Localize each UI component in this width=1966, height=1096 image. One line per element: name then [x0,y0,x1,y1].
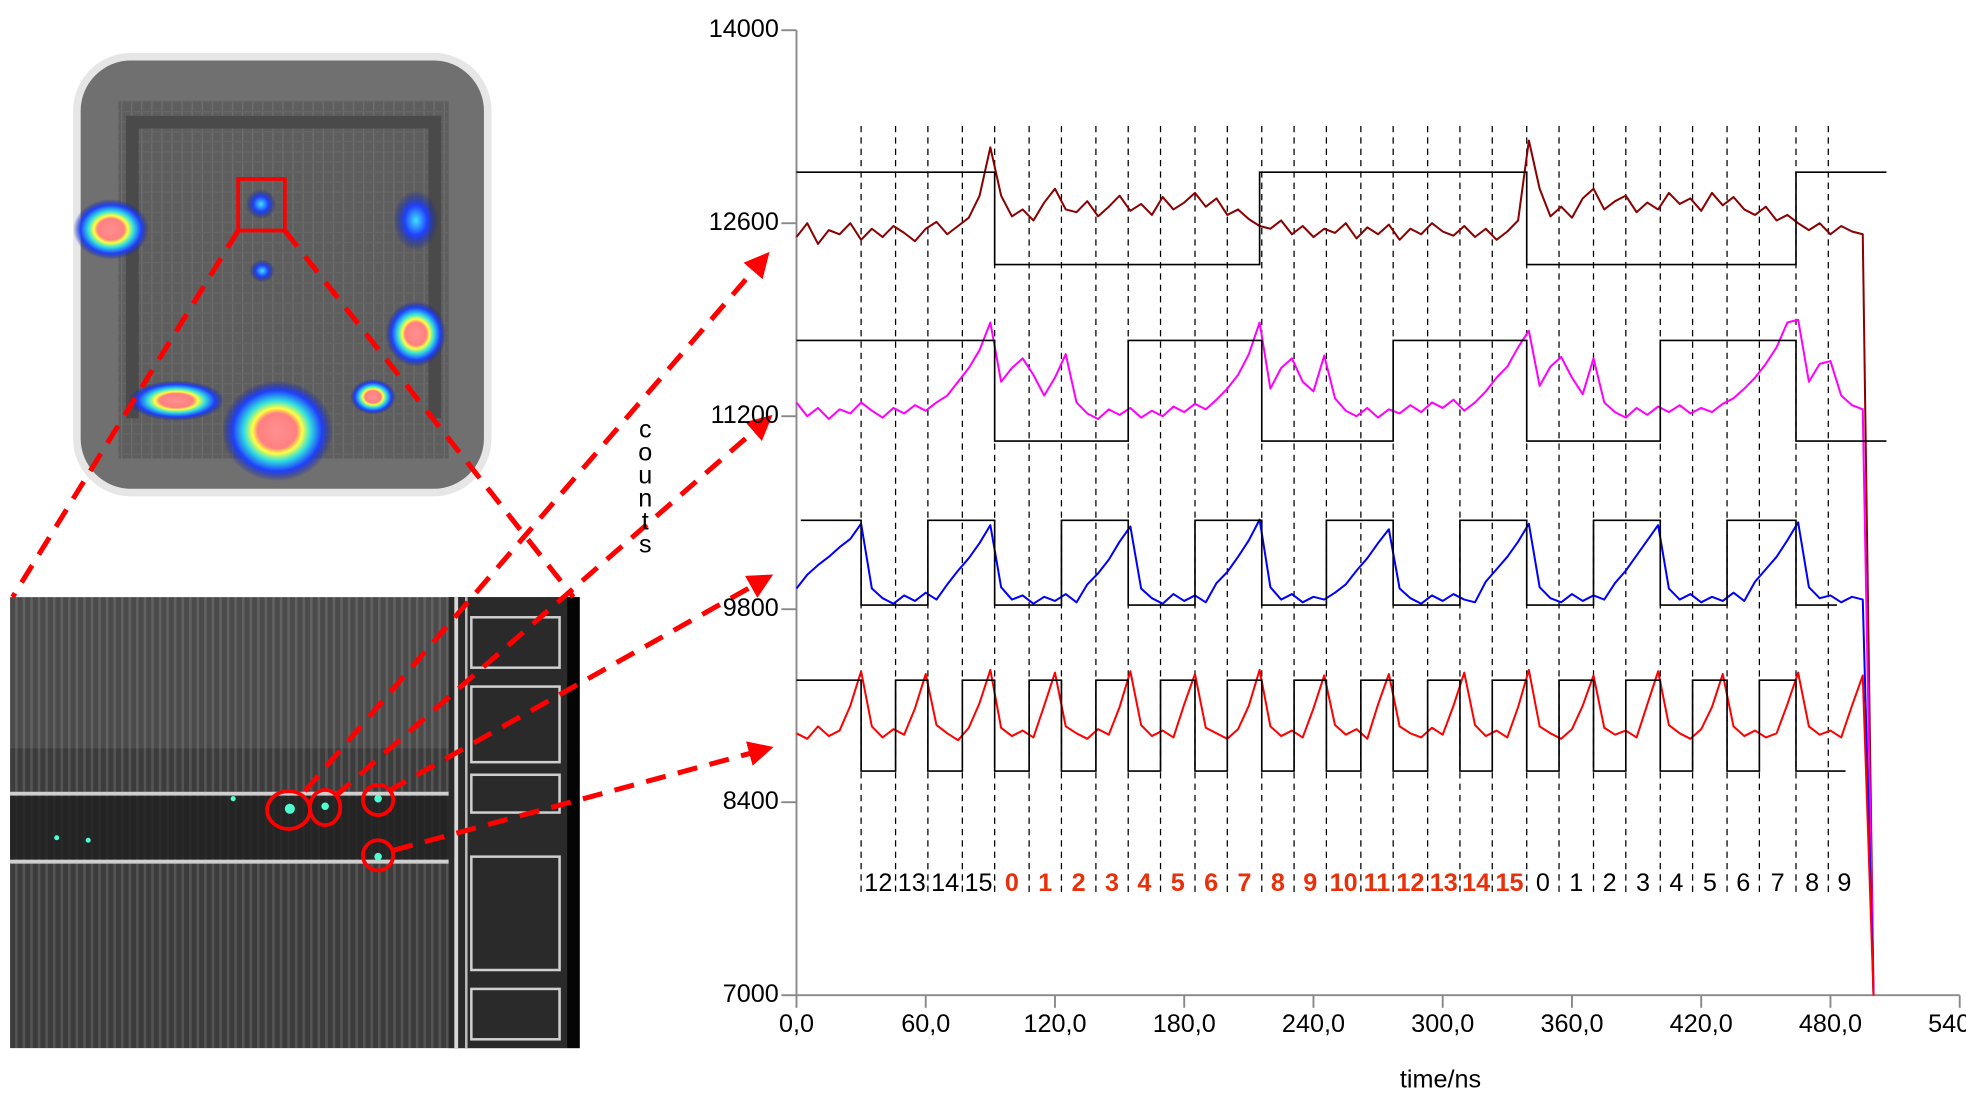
logic-signal [796,679,1846,772]
zoom-image [10,597,580,1049]
logic-signal [796,339,1887,442]
cycle-label: 6 [1204,869,1218,897]
cycle-label: 9 [1303,869,1317,897]
cycle-label: 3 [1105,869,1119,897]
x-tick-label: 300,0 [1411,1010,1474,1038]
x-tick-label: 60,0 [901,1010,950,1038]
cycle-label: 0 [1005,869,1019,897]
x-tick-label: 0,0 [779,1010,814,1038]
cycle-label: 12 [1396,869,1424,897]
cycle-label: 10 [1330,869,1358,897]
trace [795,139,1875,996]
cycle-label: 15 [1495,869,1523,897]
logic-signal [800,519,1837,606]
cycle-label: 2 [1603,869,1617,897]
x-tick-label: 360,0 [1540,1010,1603,1038]
cycle-label: 11 [1364,869,1391,897]
cycle-label: 8 [1271,869,1285,897]
x-axis-label: time/ns [1400,1066,1481,1094]
cycle-label: 5 [1703,869,1717,897]
cycle-label: 6 [1736,869,1750,897]
x-tick-label: 540,0 [1928,1010,1966,1038]
cycle-label: 5 [1171,869,1185,897]
cycle-label: 15 [964,869,992,897]
cycle-label: 12 [864,869,892,897]
x-tick-label: 240,0 [1282,1010,1345,1038]
cycle-label: 13 [898,869,926,897]
cycle-label: 8 [1805,869,1819,897]
cycle-label: 0 [1536,869,1550,897]
x-tick-label: 180,0 [1153,1010,1216,1038]
y-tick-label: 9800 [723,594,779,622]
x-tick-label: 120,0 [1023,1010,1086,1038]
cycle-label: 14 [1462,869,1490,897]
trace [795,518,1875,996]
cycle-label: 7 [1771,869,1785,897]
cycle-label: 9 [1837,869,1851,897]
y-tick-label: 12600 [709,208,779,236]
cycle-label: 1 [1569,869,1583,897]
cycle-label: 13 [1430,869,1458,897]
trace [796,668,1875,996]
cycle-label: 4 [1669,869,1683,897]
x-tick-label: 480,0 [1799,1010,1862,1038]
chip-image [73,52,492,497]
cycle-label: 3 [1636,869,1650,897]
cycle-label: 14 [931,869,959,897]
cycle-label: 1 [1038,869,1052,897]
trace [795,318,1875,996]
logic-signal [796,171,1887,266]
y-tick-label: 7000 [723,980,779,1008]
cycle-label: 7 [1238,869,1252,897]
y-tick-label: 14000 [709,15,779,43]
cycle-label: 4 [1137,869,1151,897]
y-axis-label: counts [631,416,659,554]
connectors [10,228,774,853]
y-tick-label: 11200 [711,401,779,429]
cycle-label: 2 [1072,869,1086,897]
x-tick-label: 420,0 [1670,1010,1733,1038]
y-tick-label: 8400 [723,787,779,815]
